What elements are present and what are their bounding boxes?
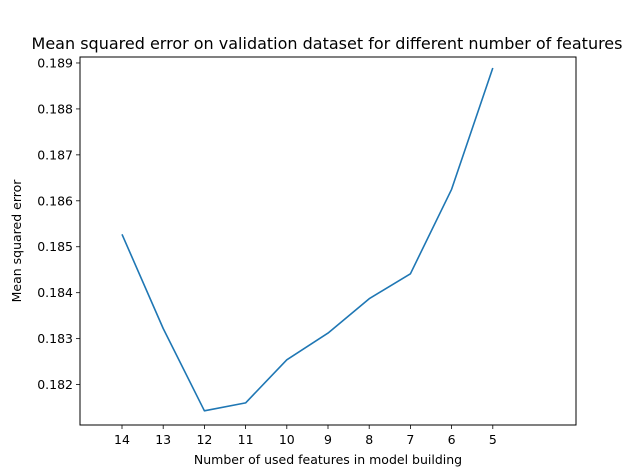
y-tick-label: 0.183 (37, 331, 73, 346)
x-tick-label: 12 (196, 432, 212, 447)
series-line (121, 67, 494, 412)
y-tick-label: 0.182 (37, 377, 73, 392)
x-tick-label: 8 (365, 432, 373, 447)
y-axis: 0.182 0.183 0.184 0.185 0.186 0.187 0.188 0.189 (37, 55, 80, 392)
x-tick-label: 5 (489, 432, 497, 447)
y-tick-label: 0.184 (37, 285, 73, 300)
x-tick-label: 14 (114, 432, 130, 447)
y-tick-label: 0.185 (37, 239, 73, 254)
y-axis-label: Mean squared error (9, 179, 24, 303)
y-tick-label: 0.186 (37, 193, 73, 208)
x-axis-label: Number of used features in model buildin… (194, 452, 462, 467)
x-tick-label: 7 (406, 432, 414, 447)
y-tick-label: 0.187 (37, 147, 73, 162)
x-tick-label: 6 (448, 432, 456, 447)
x-axis: 14 13 12 11 10 9 8 7 6 5 (114, 425, 497, 447)
y-tick-label: 0.189 (37, 55, 73, 70)
plot-area-frame (79, 56, 577, 426)
x-tick-label: 13 (155, 432, 171, 447)
x-tick-label: 10 (279, 432, 295, 447)
x-tick-label: 11 (238, 432, 254, 447)
x-tick-label: 9 (324, 432, 332, 447)
chart-title: Mean squared error on validation dataset… (32, 34, 623, 53)
y-tick-label: 0.188 (37, 101, 73, 116)
